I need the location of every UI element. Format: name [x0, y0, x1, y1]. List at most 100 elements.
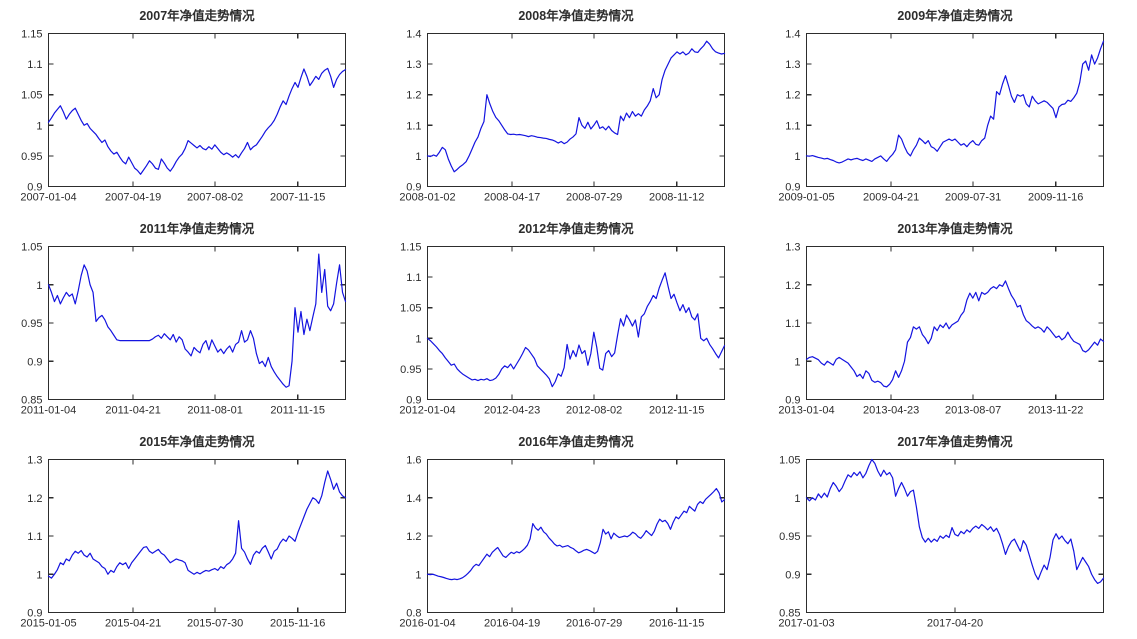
chart-plot-2009: 0.9 1 1.1 1.2 1.3 1.4 2009-01-05 2009-04-21 2009… [778, 29, 1105, 204]
y-tick-label: 1.05 [21, 90, 42, 102]
axes-box [426, 32, 726, 188]
chart-title-2012: 2012年净值走势情况 [518, 222, 634, 236]
y-tick-label: 0.9 [785, 182, 800, 194]
x-tick-label: 2007-11-15 [270, 192, 325, 204]
chart-cell-2011: 2011年净值走势情况 0.85 0.9 0.95 1 1.05 2011-01-04 201… [0, 213, 379, 426]
y-tick-label: 1.05 [400, 303, 421, 315]
y-tick-label: 1 [794, 493, 800, 505]
chart-cell-2013: 2013年净值走势情况 0.9 1 1.1 1.2 1.3 2013-01-04 2013-0… [758, 213, 1137, 426]
chart-cell-2015: 2015年净值走势情况 0.9 1 1.1 1.2 1.3 2015-01-05 2015-0… [0, 426, 379, 639]
chart-plot-2011: 0.85 0.9 0.95 1 1.05 2011-01-04 2011-04-21 2011… [21, 242, 347, 417]
y-tick-label: 0.85 [21, 395, 42, 407]
y-tick-label: 1.4 [785, 29, 800, 41]
chart-cell-2017: 2017年净值走势情况 0.85 0.9 0.95 1 1.05 2017-01-03 201… [758, 426, 1137, 639]
y-tick-label: 0.9 [27, 608, 42, 620]
x-tick-label: 2007-08-02 [187, 192, 243, 204]
net-value-line-2012 [426, 272, 726, 388]
x-tick-label: 2013-08-07 [945, 405, 1001, 417]
x-tick-label: 2015-07-30 [187, 618, 243, 630]
x-tick-label: 2009-11-16 [1028, 192, 1083, 204]
y-tick-label: 0.95 [21, 151, 42, 163]
y-tick-label: 0.95 [21, 318, 42, 330]
y-tick-label: 1 [415, 569, 421, 581]
axes-box [426, 458, 726, 614]
x-tick-label: 2013-11-22 [1028, 405, 1083, 417]
y-tick-label: 0.9 [406, 395, 421, 407]
y-tick-label: 1.4 [406, 493, 421, 505]
y-tick-label: 1 [794, 151, 800, 163]
x-tick-label: 2015-01-05 [20, 618, 76, 630]
x-tick-label: 2011-01-04 [21, 405, 76, 417]
x-tick-label: 2016-11-15 [649, 618, 704, 630]
y-tick-label: 0.95 [779, 531, 800, 543]
y-tick-label: 1.6 [406, 455, 421, 467]
net-value-line-2011 [47, 253, 347, 388]
chart-cell-2007: 2007年净值走势情况 0.9 0.95 1 1.05 1.1 1.15 2007-01-04… [0, 0, 379, 213]
y-tick-label: 1.1 [406, 272, 421, 284]
x-tick-label: 2017-01-03 [778, 618, 834, 630]
y-tick-label: 1.1 [406, 120, 421, 132]
y-tick-label: 1 [36, 569, 42, 581]
chart-title-2017: 2017年净值走势情况 [897, 435, 1013, 449]
x-tick-label: 2012-08-02 [566, 405, 622, 417]
net-value-line-2016 [426, 487, 726, 581]
chart-title-2008: 2008年净值走势情况 [518, 9, 634, 23]
chart-plot-2012: 0.9 0.95 1 1.05 1.1 1.15 2012-01-04 2012-04-23 2… [399, 242, 726, 417]
y-tick-label: 1.2 [27, 493, 42, 505]
x-tick-label: 2007-04-19 [105, 192, 161, 204]
x-tick-label: 2015-11-16 [270, 618, 325, 630]
x-tick-label: 2016-04-19 [484, 618, 540, 630]
y-tick-label: 1.2 [785, 280, 800, 292]
chart-cell-2008: 2008年净值走势情况 0.9 1 1.1 1.2 1.3 1.4 2008-01-02 200… [379, 0, 758, 213]
net-value-line-2009 [805, 40, 1105, 164]
x-tick-label: 2009-01-05 [778, 192, 834, 204]
x-tick-label: 2017-04-20 [927, 618, 983, 630]
x-tick-label: 2011-04-21 [105, 405, 160, 417]
x-tick-label: 2016-01-04 [399, 618, 455, 630]
y-tick-label: 1.2 [406, 531, 421, 543]
chart-title-2013: 2013年净值走势情况 [897, 222, 1013, 236]
y-tick-label: 1.2 [406, 90, 421, 102]
axes-box [426, 245, 726, 401]
y-tick-label: 0.8 [406, 608, 421, 620]
y-tick-label: 0.85 [779, 608, 800, 620]
chart-title-2016: 2016年净值走势情况 [518, 435, 634, 449]
y-tick-label: 1.1 [27, 531, 42, 543]
chart-cell-2012: 2012年净值走势情况 0.9 0.95 1 1.05 1.1 1.15 2012-01-04… [379, 213, 758, 426]
y-tick-label: 0.95 [400, 364, 421, 376]
y-tick-label: 1.2 [785, 90, 800, 102]
axes-box [47, 245, 347, 401]
y-tick-label: 0.9 [785, 395, 800, 407]
x-tick-label: 2013-01-04 [778, 405, 834, 417]
y-tick-label: 1.15 [21, 29, 42, 41]
y-tick-label: 1.3 [785, 242, 800, 254]
net-value-line-2017 [805, 458, 1105, 585]
chart-title-2007: 2007年净值走势情况 [139, 9, 255, 23]
x-tick-label: 2011-11-15 [270, 405, 325, 417]
y-tick-label: 1 [36, 280, 42, 292]
chart-cell-2009: 2009年净值走势情况 0.9 1 1.1 1.2 1.3 1.4 2009-01-05 200… [758, 0, 1137, 213]
y-tick-label: 1.1 [785, 120, 800, 132]
x-tick-label: 2011-08-01 [187, 405, 242, 417]
y-tick-label: 0.9 [27, 182, 42, 194]
chart-plot-2008: 0.9 1 1.1 1.2 1.3 1.4 2008-01-02 2008-04-17 2008… [399, 29, 726, 204]
x-tick-label: 2008-04-17 [484, 192, 540, 204]
chart-plot-2017: 0.85 0.9 0.95 1 1.05 2017-01-03 2017-04-20 [778, 455, 1105, 630]
x-tick-label: 2008-07-29 [566, 192, 622, 204]
x-tick-label: 2009-04-21 [863, 192, 919, 204]
x-tick-label: 2013-04-23 [863, 405, 919, 417]
x-tick-label: 2015-04-21 [105, 618, 161, 630]
chart-title-2009: 2009年净值走势情况 [897, 9, 1013, 23]
x-tick-label: 2009-07-31 [945, 192, 1001, 204]
axes-box [47, 458, 347, 614]
x-tick-label: 2016-07-29 [566, 618, 622, 630]
y-tick-label: 1 [415, 333, 421, 345]
y-tick-label: 0.9 [785, 569, 800, 581]
chart-title-2011: 2011年净值走势情况 [139, 222, 255, 236]
x-tick-label: 2012-04-23 [484, 405, 540, 417]
y-tick-label: 1.1 [27, 59, 42, 71]
chart-plot-2015: 0.9 1 1.1 1.2 1.3 2015-01-05 2015-04-21 2015-07… [20, 455, 347, 630]
y-tick-label: 0.9 [406, 182, 421, 194]
y-tick-label: 1.3 [785, 59, 800, 71]
